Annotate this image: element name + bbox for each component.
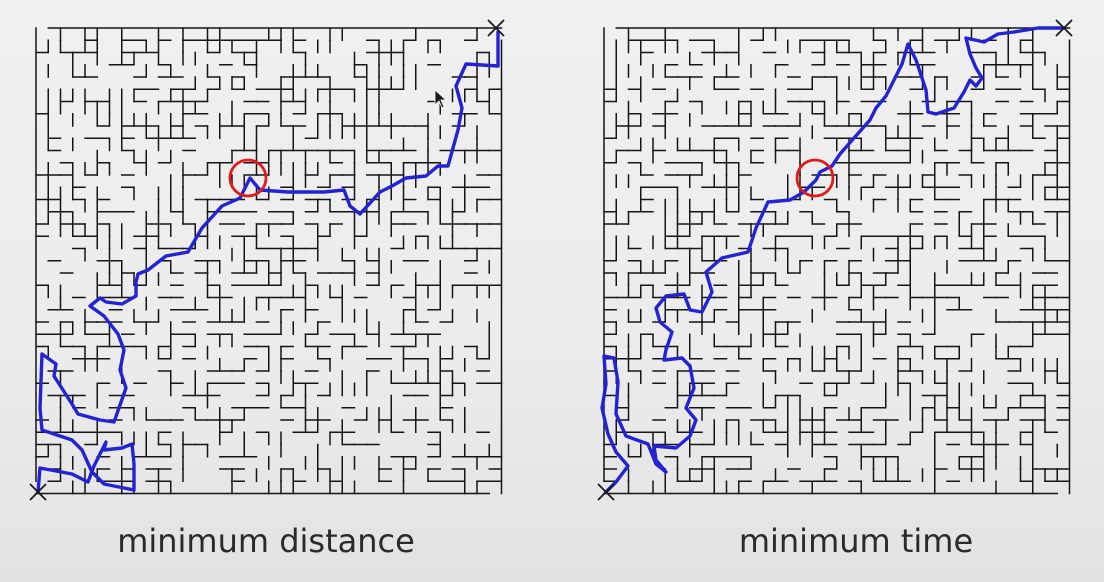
maze-walls <box>35 27 503 495</box>
maze-walls <box>603 27 1071 495</box>
maze-panel-minimum-distance <box>26 16 512 508</box>
maze-minimum-distance <box>29 19 505 501</box>
maze-panel-minimum-time <box>594 16 1080 508</box>
start-cross-icon <box>29 483 47 501</box>
start-cross-icon <box>597 483 615 501</box>
route-path-minimum-distance <box>36 30 500 494</box>
highlight-circle <box>795 158 835 198</box>
caption-minimum-distance: minimum distance <box>117 522 415 560</box>
end-cross-icon <box>1055 19 1073 37</box>
end-cross-icon <box>487 19 505 37</box>
highlight-circle <box>228 158 268 198</box>
mouse-pointer-icon <box>434 89 448 109</box>
maze-minimum-time <box>597 19 1073 501</box>
route-path-minimum-time <box>600 26 1066 494</box>
caption-minimum-time: minimum time <box>738 522 974 560</box>
